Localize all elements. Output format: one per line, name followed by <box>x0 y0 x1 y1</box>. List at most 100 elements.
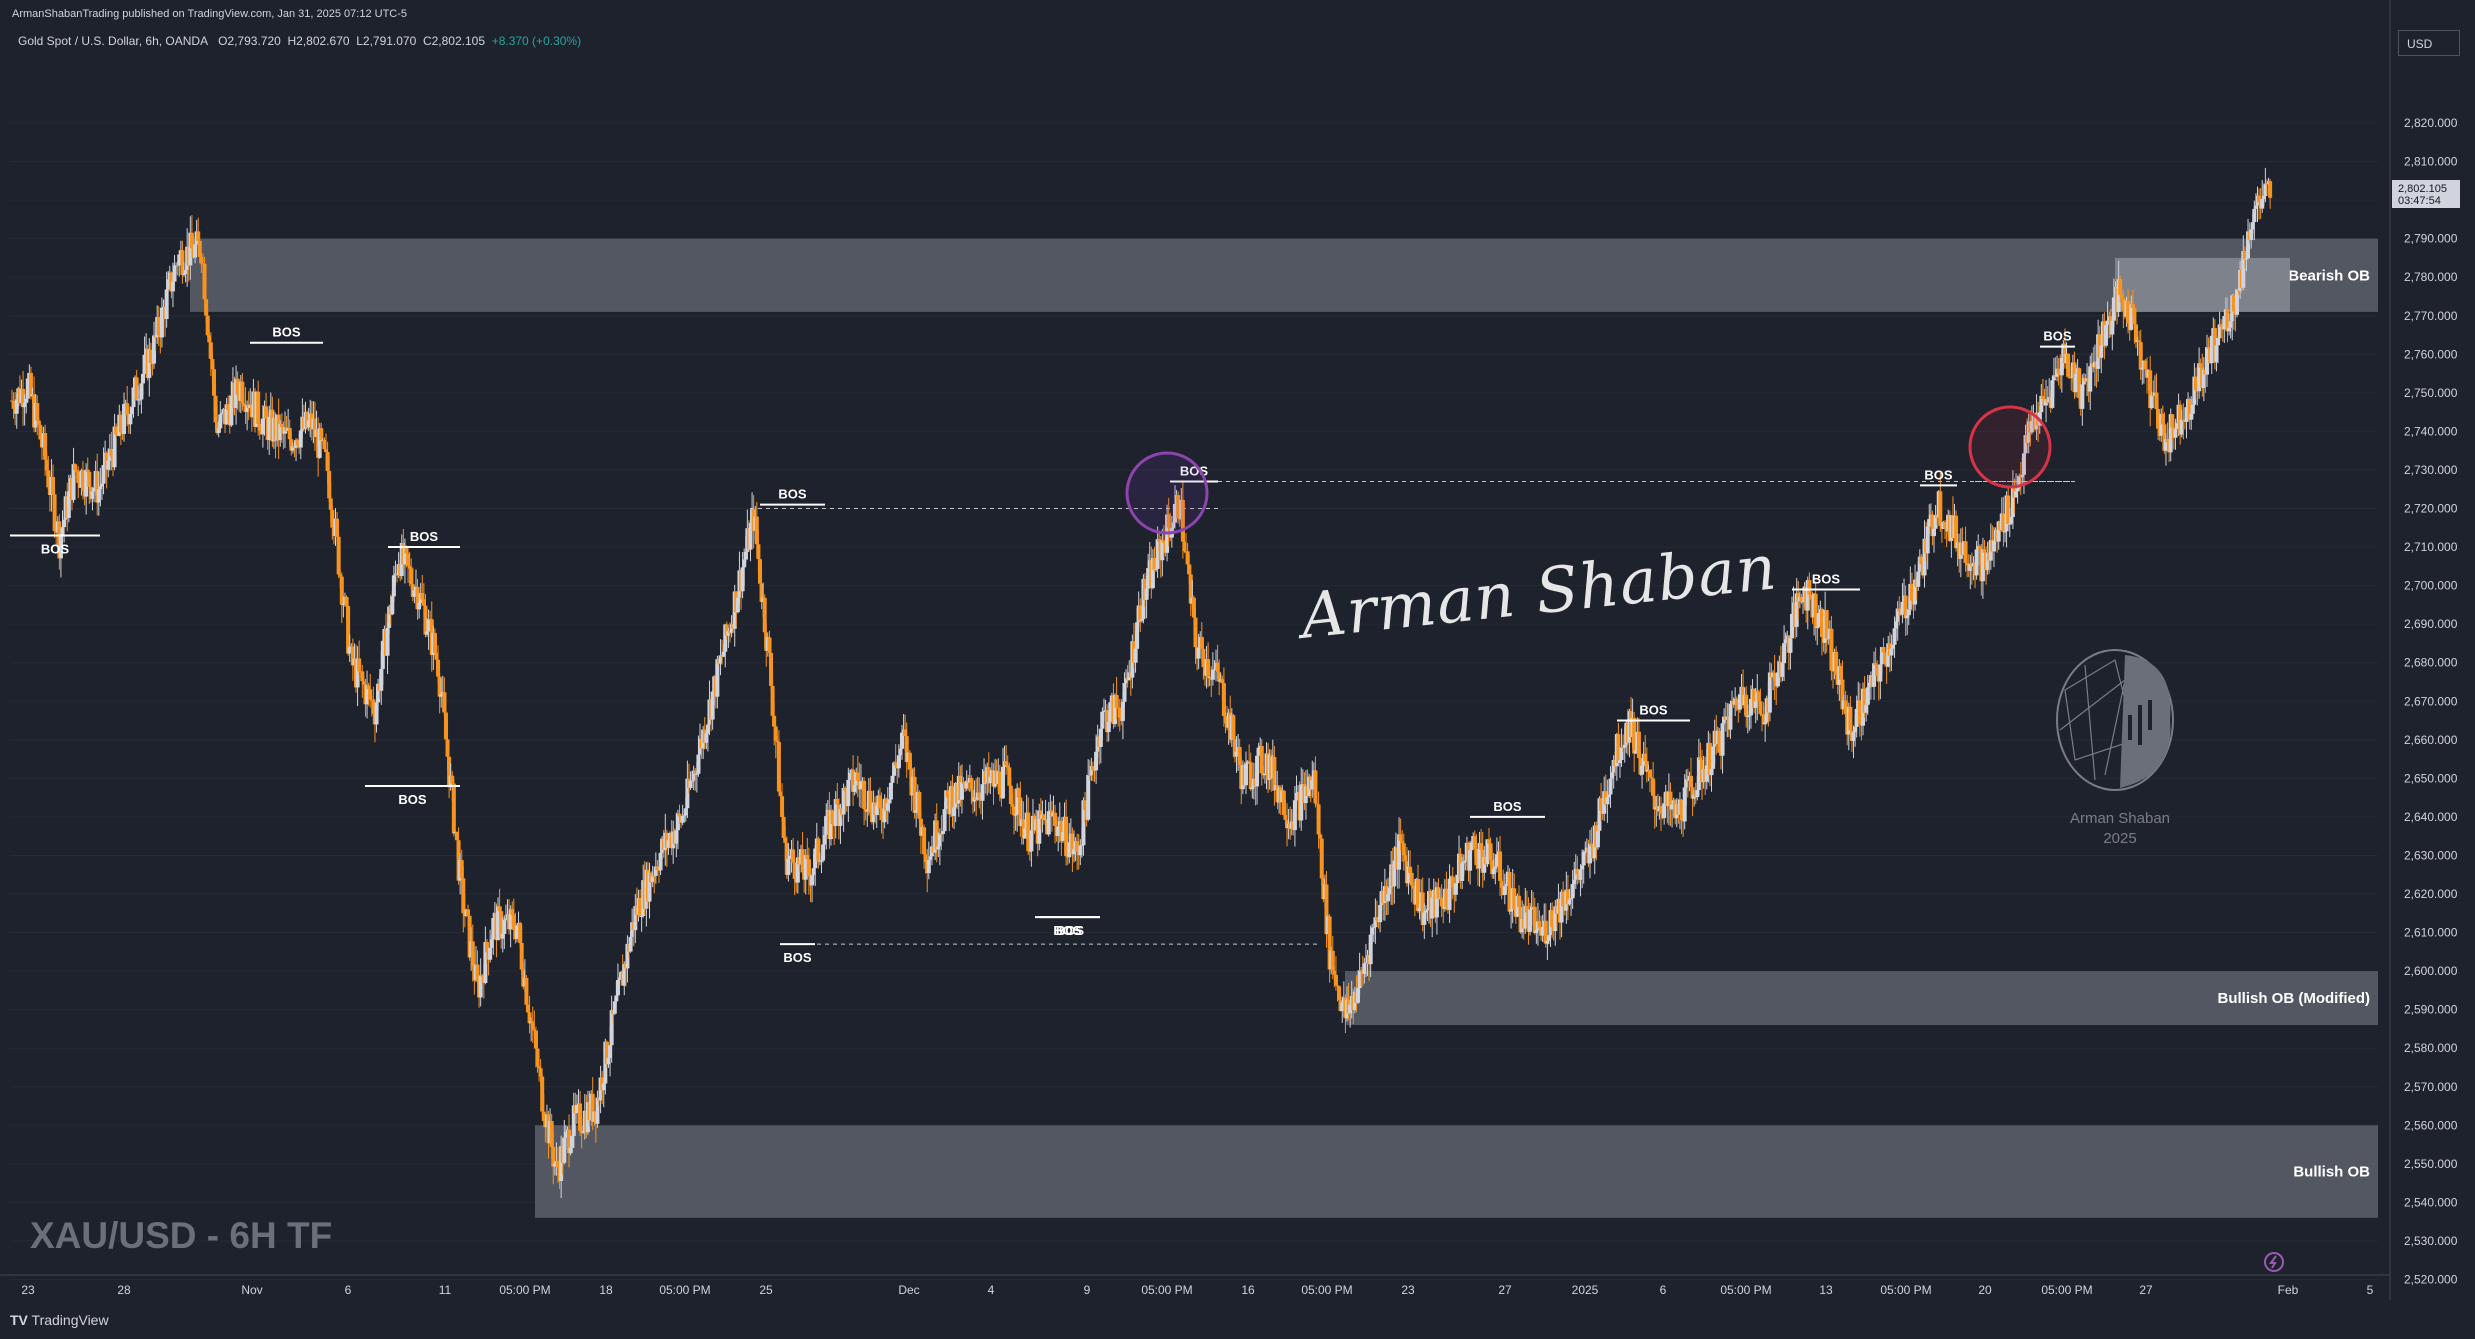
candle-body <box>1430 897 1435 919</box>
candle-body <box>562 1137 567 1163</box>
candle-body <box>2163 438 2168 451</box>
price-tick-label: 2,580.000 <box>2404 1041 2458 1055</box>
currency-selector[interactable]: USD <box>2398 30 2460 56</box>
candle-body <box>1191 597 1196 618</box>
tradingview-logo[interactable]: TV TradingView <box>10 1312 109 1328</box>
candle-body <box>1875 664 1880 677</box>
zone-label: Bullish OB <box>2293 1164 2370 1181</box>
candle-body <box>218 414 223 429</box>
candle-body <box>1943 522 1948 529</box>
candle-body <box>941 831 946 834</box>
time-tick-label: 05:00 PM <box>2041 1283 2092 1297</box>
candle-body <box>2212 328 2217 363</box>
candle-body <box>846 779 851 807</box>
candle-body <box>942 809 947 832</box>
candle-body <box>376 683 381 703</box>
candle-body <box>1272 756 1277 791</box>
candle-body <box>617 977 622 980</box>
time-tick-label: 11 <box>439 1283 452 1297</box>
candle-body <box>1662 803 1667 818</box>
candle-body <box>295 440 300 446</box>
candle-body <box>885 803 890 811</box>
candle-body <box>1580 865 1585 870</box>
candle-body <box>907 752 912 770</box>
candle-body <box>863 808 868 812</box>
candle-body <box>770 685 775 716</box>
candle-body <box>1523 906 1528 929</box>
candle-body <box>1479 843 1484 850</box>
candle-body <box>180 250 185 275</box>
open-value: O2,793.720 <box>218 34 281 48</box>
candle-body <box>740 567 745 592</box>
candle-body <box>1917 556 1922 572</box>
bos-label: BOS <box>1639 703 1668 718</box>
candle-body <box>46 470 51 488</box>
candle-body <box>843 788 848 791</box>
candle-body <box>1079 845 1084 847</box>
time-tick-label: 05:00 PM <box>499 1283 550 1297</box>
candle-body <box>1720 723 1725 756</box>
candle-body <box>795 857 800 883</box>
candle-body <box>360 671 365 682</box>
candle-body <box>658 852 663 871</box>
candle-body <box>2197 363 2202 392</box>
candle-body <box>2126 300 2131 324</box>
candle-body <box>365 685 370 705</box>
candle-body <box>574 1105 579 1114</box>
candle-body <box>571 1105 576 1137</box>
candle-body <box>66 491 71 518</box>
candle-body <box>945 790 950 798</box>
candle-body <box>852 785 857 792</box>
symbol-name[interactable]: Gold Spot / U.S. Dollar, 6h, OANDA <box>18 34 209 48</box>
candle-body <box>997 771 1002 795</box>
candle-body <box>950 786 955 817</box>
candle-body <box>2160 413 2165 425</box>
candle-body <box>1100 711 1105 729</box>
candle-body <box>1294 792 1299 801</box>
candle-body <box>164 289 169 320</box>
candle-body <box>1010 804 1015 807</box>
close-value: C2,802.105 <box>422 34 486 48</box>
candle-body <box>380 640 385 670</box>
candle-body <box>1756 691 1761 702</box>
candle-body <box>1212 669 1217 671</box>
candle-body <box>459 860 464 879</box>
candle-body <box>159 307 164 338</box>
candle-body <box>914 810 919 813</box>
candle-body <box>1340 1002 1345 1012</box>
candle-body <box>1808 594 1813 600</box>
logo-name: Arman Shaban <box>2069 810 2171 827</box>
candle-body <box>1728 704 1733 730</box>
candle-body <box>1872 663 1877 687</box>
candle-body <box>134 377 139 400</box>
candle-body <box>1752 688 1757 708</box>
price-tick-label: 2,640.000 <box>2404 810 2458 824</box>
candle-body <box>2184 407 2189 422</box>
candle-body <box>1150 558 1155 589</box>
candle-body <box>1256 747 1261 756</box>
candle-body <box>1919 556 1924 565</box>
alert-icon[interactable] <box>2264 1252 2284 1272</box>
candle-body <box>1067 842 1072 858</box>
candle-body <box>1090 766 1095 770</box>
candle-body <box>2119 294 2124 298</box>
candle-body <box>2014 491 2019 498</box>
candle-body <box>1794 593 1799 627</box>
candle-body <box>99 483 104 487</box>
candle-body <box>426 618 431 632</box>
red-highlight-circle <box>1968 405 2052 489</box>
candle-body <box>478 975 483 998</box>
candle-body <box>2009 516 2014 524</box>
candle-body <box>1763 722 1768 725</box>
candle-body <box>312 418 317 437</box>
candle-body <box>1016 788 1021 798</box>
candle-body <box>1071 849 1076 855</box>
candle-body <box>1696 757 1701 791</box>
candle-body <box>518 922 523 944</box>
candle-body <box>639 915 644 917</box>
candle-body <box>1490 860 1495 875</box>
candle-body <box>1619 747 1624 760</box>
candle-body <box>519 943 524 970</box>
candle-body <box>122 404 127 434</box>
